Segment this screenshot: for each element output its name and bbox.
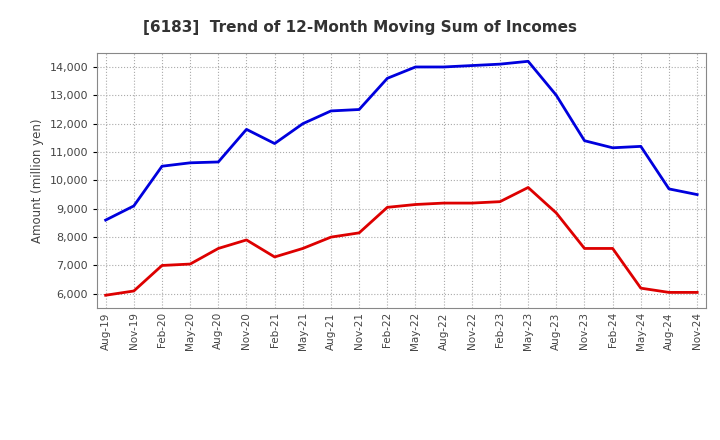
Ordinary Income	[636, 144, 645, 149]
Net Income	[270, 254, 279, 260]
Ordinary Income	[580, 138, 589, 143]
Ordinary Income	[495, 62, 504, 67]
Ordinary Income	[693, 192, 701, 197]
Ordinary Income	[299, 121, 307, 126]
Net Income	[186, 261, 194, 267]
Net Income	[299, 246, 307, 251]
Net Income	[214, 246, 222, 251]
Net Income	[327, 235, 336, 240]
Net Income	[158, 263, 166, 268]
Ordinary Income	[383, 76, 392, 81]
Net Income	[355, 230, 364, 235]
Net Income	[552, 210, 561, 216]
Ordinary Income	[130, 203, 138, 209]
Ordinary Income	[665, 186, 673, 191]
Net Income	[102, 293, 110, 298]
Net Income	[411, 202, 420, 207]
Net Income	[495, 199, 504, 204]
Ordinary Income	[439, 64, 448, 70]
Line: Net Income: Net Income	[106, 187, 697, 295]
Ordinary Income	[552, 93, 561, 98]
Ordinary Income	[242, 127, 251, 132]
Ordinary Income	[608, 145, 617, 150]
Net Income	[130, 288, 138, 293]
Net Income	[242, 237, 251, 242]
Ordinary Income	[355, 107, 364, 112]
Net Income	[608, 246, 617, 251]
Line: Ordinary Income: Ordinary Income	[106, 61, 697, 220]
Net Income	[383, 205, 392, 210]
Net Income	[467, 201, 476, 206]
Text: [6183]  Trend of 12-Month Moving Sum of Incomes: [6183] Trend of 12-Month Moving Sum of I…	[143, 20, 577, 35]
Ordinary Income	[158, 164, 166, 169]
Ordinary Income	[214, 159, 222, 165]
Y-axis label: Amount (million yen): Amount (million yen)	[31, 118, 44, 242]
Net Income	[693, 290, 701, 295]
Net Income	[580, 246, 589, 251]
Ordinary Income	[186, 160, 194, 165]
Net Income	[524, 185, 533, 190]
Net Income	[665, 290, 673, 295]
Net Income	[636, 286, 645, 291]
Ordinary Income	[270, 141, 279, 146]
Ordinary Income	[327, 108, 336, 114]
Net Income	[439, 201, 448, 206]
Ordinary Income	[467, 63, 476, 68]
Ordinary Income	[102, 217, 110, 223]
Ordinary Income	[524, 59, 533, 64]
Ordinary Income	[411, 64, 420, 70]
